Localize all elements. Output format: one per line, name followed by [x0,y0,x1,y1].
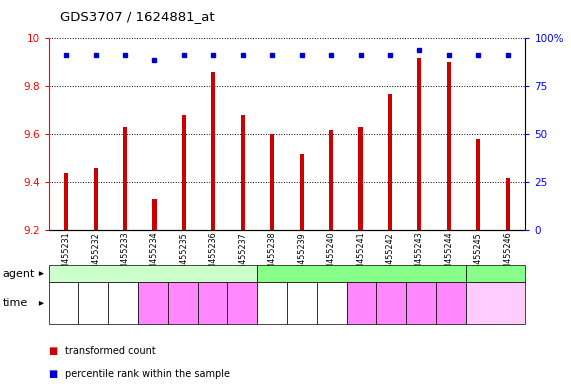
Bar [329,130,333,230]
Text: 120
min: 120 min [354,294,369,313]
Bar [94,168,98,230]
Bar [359,127,363,230]
Text: 210
min: 210 min [414,294,428,313]
Text: 90
min: 90 min [323,294,340,313]
Text: 240
min: 240 min [235,294,250,313]
Text: GDS3707 / 1624881_at: GDS3707 / 1624881_at [60,10,215,23]
Bar [241,115,245,230]
Text: 90
min: 90 min [114,294,131,313]
Bar [417,58,421,230]
Bar [64,173,68,230]
Text: 30
min: 30 min [55,294,72,313]
Bar [447,63,451,230]
Text: 60
min: 60 min [85,294,102,313]
Text: 120
min: 120 min [146,294,160,313]
Text: 60
min: 60 min [293,294,311,313]
Text: 150
min: 150 min [384,294,399,313]
Text: 240
min: 240 min [444,294,458,313]
Text: untreated: untreated [470,268,521,279]
Text: transformed count: transformed count [65,346,155,356]
Bar [152,199,156,230]
Bar [270,134,274,230]
Text: time: time [3,298,28,308]
Bar [211,72,215,230]
Text: control: control [476,298,515,308]
Text: ■: ■ [49,346,58,356]
Bar [506,178,510,230]
Text: agent: agent [3,268,35,279]
Text: ■: ■ [49,369,58,379]
Text: humidified air: humidified air [114,268,192,279]
Text: 150
min: 150 min [175,294,190,313]
Bar [123,127,127,230]
Text: ethanol: ethanol [340,268,383,279]
Bar [476,139,480,230]
Bar [182,115,186,230]
Text: 30
min: 30 min [263,294,280,313]
Bar [300,154,304,230]
Text: 210
min: 210 min [205,294,220,313]
Text: percentile rank within the sample: percentile rank within the sample [65,369,230,379]
Bar [388,94,392,230]
